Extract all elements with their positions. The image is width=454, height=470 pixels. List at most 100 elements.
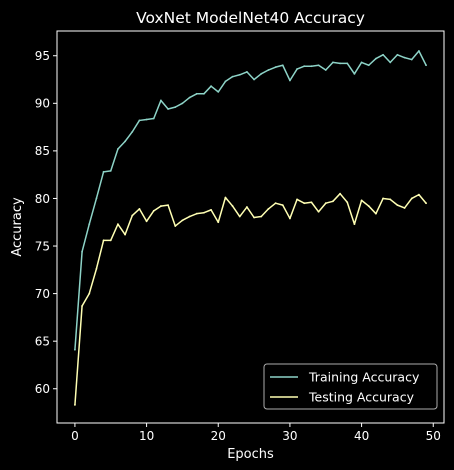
testing-accuracy-point: [174, 225, 177, 227]
testing-accuracy-point: [88, 292, 91, 295]
training-accuracy-point: [375, 57, 377, 60]
training-accuracy-point: [238, 73, 241, 76]
training-accuracy-point: [418, 50, 420, 52]
testing-accuracy-point: [238, 215, 241, 218]
training-accuracy-point: [174, 106, 177, 109]
training-accuracy-point: [324, 69, 327, 71]
training-accuracy-point: [195, 92, 198, 95]
testing-accuracy-point: [81, 305, 83, 307]
training-accuracy-point: [138, 119, 141, 122]
testing-accuracy-point: [289, 217, 291, 220]
y-tick-label: 85: [35, 144, 50, 158]
testing-accuracy-point: [210, 208, 212, 211]
testing-accuracy-point: [217, 221, 220, 224]
chart-title: VoxNet ModelNet40 Accuracy: [136, 9, 365, 27]
testing-accuracy-point: [339, 192, 341, 195]
training-accuracy-point: [310, 65, 313, 68]
training-accuracy-point: [367, 64, 370, 67]
training-accuracy-point: [217, 90, 220, 93]
legend-label-testing-accuracy: Testing Accuracy: [308, 390, 415, 405]
training-accuracy-point: [346, 62, 349, 65]
training-accuracy-point: [188, 96, 191, 99]
testing-accuracy-point: [281, 204, 284, 207]
training-accuracy-point: [181, 102, 184, 105]
testing-accuracy-point: [167, 204, 169, 207]
plot-frame: [56, 30, 445, 424]
testing-accuracy-point: [117, 223, 119, 226]
testing-accuracy-point: [353, 223, 356, 226]
legend-label-training-accuracy: Training Accuracy: [308, 370, 420, 385]
training-accuracy-point: [317, 64, 320, 67]
training-accuracy-point: [81, 250, 83, 253]
testing-accuracy-point: [224, 196, 227, 199]
testing-accuracy-point: [375, 212, 377, 215]
x-tick-label: 40: [354, 429, 369, 443]
training-accuracy-point: [152, 117, 155, 120]
training-accuracy-point: [131, 130, 134, 133]
training-accuracy-point: [332, 61, 334, 64]
testing-accuracy-point: [425, 202, 427, 205]
training-accuracy-series: [74, 50, 427, 351]
training-accuracy-point: [289, 79, 291, 82]
x-tick-label: 10: [139, 429, 154, 443]
training-accuracy-point: [88, 223, 91, 226]
training-accuracy-point: [246, 71, 248, 73]
x-tick-label: 20: [211, 429, 226, 443]
testing-accuracy-point: [203, 211, 205, 214]
testing-accuracy-point: [188, 215, 191, 218]
training-accuracy-point: [95, 197, 98, 200]
y-tick-label: 65: [35, 334, 50, 348]
testing-accuracy-point: [274, 202, 277, 205]
testing-accuracy-point: [260, 215, 263, 218]
testing-accuracy-point: [310, 201, 313, 204]
y-tick-label: 80: [35, 192, 50, 206]
y-tick-label: 75: [35, 239, 50, 253]
testing-accuracy-point: [332, 200, 334, 203]
training-accuracy-point: [382, 53, 384, 56]
testing-accuracy-point: [145, 220, 148, 223]
training-accuracy-point: [253, 78, 255, 81]
testing-accuracy-point: [396, 204, 399, 207]
training-accuracy-point: [425, 64, 427, 67]
training-accuracy-point: [396, 53, 399, 56]
y-tick-label: 90: [35, 97, 50, 111]
testing-accuracy-point: [410, 197, 413, 200]
training-accuracy-point: [203, 92, 205, 95]
training-accuracy-point: [267, 69, 270, 71]
testing-accuracy-point: [317, 210, 320, 213]
testing-accuracy-point: [324, 202, 327, 205]
testing-accuracy-point: [138, 208, 141, 210]
x-tick-label: 30: [282, 429, 297, 443]
testing-accuracy-point: [267, 208, 270, 210]
testing-accuracy-point: [74, 404, 76, 406]
testing-accuracy-point: [367, 205, 370, 207]
training-accuracy-point: [102, 170, 105, 173]
testing-accuracy-point: [124, 233, 126, 236]
testing-accuracy-point: [360, 199, 363, 202]
y-tick-label: 70: [35, 287, 50, 301]
testing-accuracy-point: [195, 212, 198, 215]
training-accuracy-point: [403, 56, 406, 59]
training-accuracy-point: [389, 61, 392, 64]
training-accuracy-point: [281, 64, 284, 67]
training-accuracy-point: [360, 61, 363, 64]
training-accuracy-point: [274, 66, 277, 69]
training-accuracy-point: [167, 108, 169, 110]
training-accuracy-point: [124, 140, 126, 143]
training-accuracy-point: [353, 72, 356, 75]
training-accuracy-point: [260, 72, 263, 75]
testing-accuracy-point: [95, 267, 98, 270]
testing-accuracy-point: [389, 198, 392, 201]
training-accuracy-point: [109, 169, 112, 172]
testing-accuracy-point: [403, 207, 406, 209]
testing-accuracy-point: [303, 202, 306, 205]
testing-accuracy-line: [74, 192, 427, 405]
training-accuracy-point: [339, 62, 341, 65]
training-accuracy-point: [160, 99, 162, 102]
x-tick-label: 0: [71, 429, 79, 443]
training-accuracy-point: [296, 68, 298, 70]
x-tick-label: 50: [426, 429, 441, 443]
training-accuracy-point: [117, 148, 119, 150]
testing-accuracy-point: [246, 206, 248, 208]
